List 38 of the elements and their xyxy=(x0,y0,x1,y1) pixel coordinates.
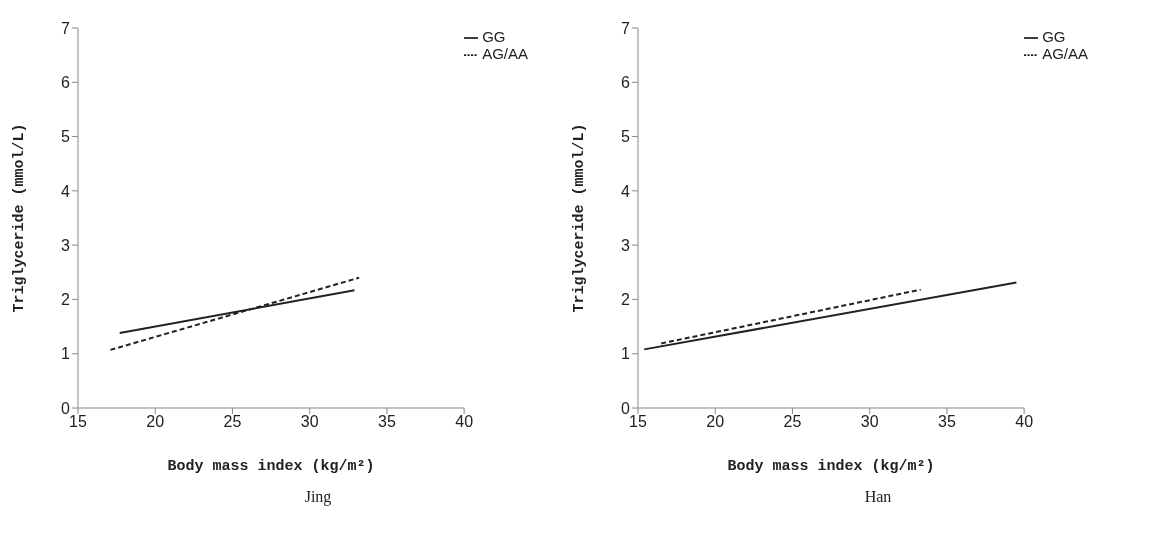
y-tick-label: 0 xyxy=(621,399,631,417)
y-tick-label: 1 xyxy=(61,345,71,363)
x-tick-label: 25 xyxy=(783,413,802,431)
legend-label: AG/AA xyxy=(1042,45,1088,63)
y-axis-title: Triglyceride (mmol/L) xyxy=(571,123,589,313)
y-tick-label: 0 xyxy=(61,399,71,417)
x-axis-title: Body mass index (kg/m²) xyxy=(727,458,935,475)
x-tick-label: 35 xyxy=(378,413,396,431)
y-tick-label: 7 xyxy=(61,19,71,37)
x-tick-label: 15 xyxy=(629,413,647,431)
text: Han xyxy=(863,488,893,506)
y-tick-label: 5 xyxy=(621,128,631,146)
y-tick-label: 2 xyxy=(61,291,71,309)
y-tick-label: 3 xyxy=(61,236,71,254)
y-tick-label: 6 xyxy=(621,73,631,91)
x-tick-label: 30 xyxy=(300,413,319,431)
x-tick-label: 20 xyxy=(146,413,165,431)
x-tick-label: 40 xyxy=(1015,413,1034,431)
text: Jing xyxy=(303,488,333,506)
x-tick-label: 25 xyxy=(223,413,242,431)
y-tick-label: 7 xyxy=(621,19,631,37)
legend-label: GG xyxy=(1042,28,1066,45)
x-tick-label: 35 xyxy=(938,413,956,431)
x-tick-label: 30 xyxy=(860,413,879,431)
x-axis-title: Body mass index (kg/m²) xyxy=(167,458,375,475)
y-tick-label: 1 xyxy=(621,345,631,363)
y-tick-label: 4 xyxy=(61,182,71,200)
y-tick-label: 6 xyxy=(61,73,71,91)
y-tick-label: 3 xyxy=(621,236,631,254)
legend-label: AG/AA xyxy=(482,45,528,63)
legend-label: GG xyxy=(482,28,506,45)
x-tick-label: 20 xyxy=(706,413,725,431)
y-tick-label: 2 xyxy=(621,291,631,309)
x-tick-label: 15 xyxy=(69,413,87,431)
x-tick-label: 40 xyxy=(455,413,474,431)
y-tick-label: 5 xyxy=(61,128,71,146)
y-tick-label: 4 xyxy=(621,182,631,200)
y-axis-title: Triglyceride (mmol/L) xyxy=(11,123,29,313)
